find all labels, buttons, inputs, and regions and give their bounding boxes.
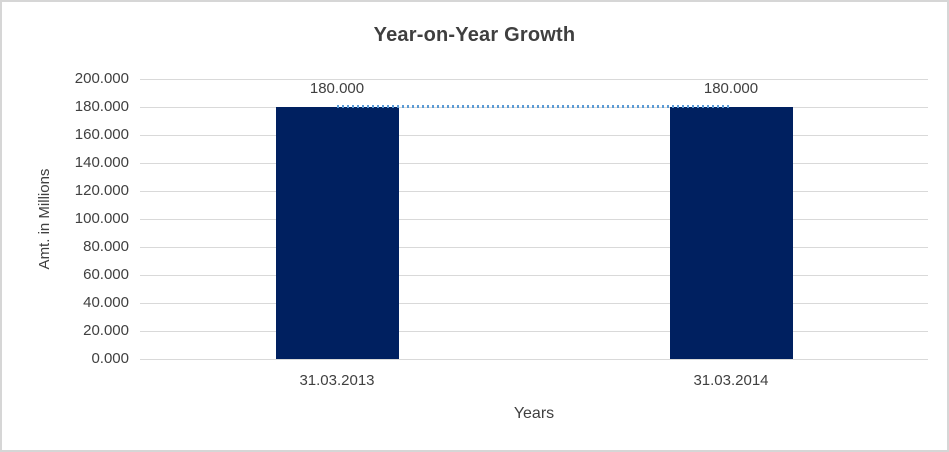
bar-31.03.2014 (670, 107, 793, 359)
gridline-40 (140, 303, 928, 304)
y-tick-label: 60.000 (83, 266, 129, 283)
growth-trend-dotted-line (337, 105, 731, 108)
bar-data-label: 180.000 (703, 80, 759, 97)
y-tick-label: 200.000 (74, 70, 129, 87)
gridline-100 (140, 219, 928, 220)
gridline-20 (140, 331, 928, 332)
x-axis-title: Years (513, 405, 555, 422)
y-tick-label: 20.000 (83, 322, 129, 339)
y-tick-label: 180.000 (74, 98, 129, 115)
x-tick-label: 31.03.2013 (299, 372, 375, 389)
gridline-60 (140, 275, 928, 276)
x-tick-label: 31.03.2014 (693, 372, 769, 389)
bar-data-label: 180.000 (309, 80, 365, 97)
y-tick-label: 0.000 (91, 350, 129, 367)
gridline-140 (140, 163, 928, 164)
y-tick-label: 40.000 (83, 294, 129, 311)
bar-31.03.2013 (276, 107, 399, 359)
gridline-120 (140, 191, 928, 192)
y-tick-label: 80.000 (83, 238, 129, 255)
y-tick-label: 140.000 (74, 154, 129, 171)
gridline-160 (140, 135, 928, 136)
chart-title: Year-on-Year Growth (373, 24, 576, 46)
y-tick-label: 120.000 (74, 182, 129, 199)
gridline-0 (140, 359, 928, 360)
gridline-80 (140, 247, 928, 248)
y-tick-label: 100.000 (74, 210, 129, 227)
y-tick-label: 160.000 (74, 126, 129, 143)
gridline-200 (140, 79, 928, 80)
